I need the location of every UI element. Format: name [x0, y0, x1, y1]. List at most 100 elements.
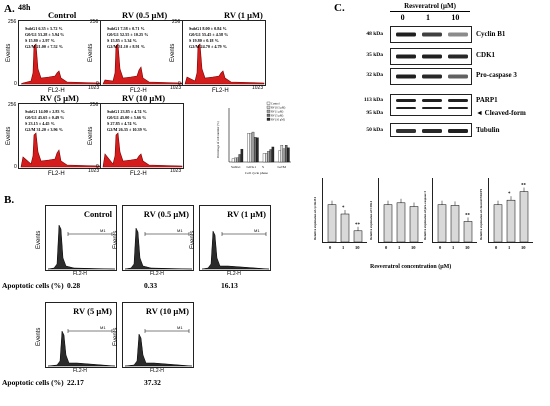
stat-line: G0/G1 52.55 ± 10.25 % — [107, 32, 149, 37]
y-axis-label: Events — [113, 230, 119, 249]
stat-line: G0/G1 45.65 ± 0.49 % — [25, 115, 65, 120]
histogram-stats: SubG1 7.58 ± 0.71 % G0/G1 52.55 ± 10.25 %… — [107, 26, 148, 50]
histogram-stats: SubG1 23.85 ± 4.74 % G0/G1 45.00 ± 5.66 %… — [107, 109, 147, 133]
stat-line: SubG1 8.00 ± 0.84 % — [189, 26, 227, 31]
blot-band — [448, 32, 468, 37]
significance-mark: * — [508, 192, 511, 197]
histogram-title: RV (0.5 μM) — [122, 10, 168, 20]
summary-bar — [236, 157, 239, 163]
summary-x-label: Cell cycle phase — [245, 171, 268, 175]
quant-x-tick: 10 — [521, 245, 526, 250]
y-axis-label: Events — [88, 126, 94, 145]
y-max-tick: 256 — [90, 102, 99, 108]
treatment-line — [390, 11, 470, 12]
x-max-tick: 1023 — [252, 85, 264, 91]
apoptosis-peak — [124, 333, 193, 367]
apoptosis-plot: M1 — [124, 227, 193, 270]
quant-chart: ** — [432, 178, 477, 243]
blot-strip — [390, 26, 472, 43]
histogram-area — [20, 132, 101, 168]
summary-y-label: Percentage of cell number (%) — [216, 121, 220, 158]
histogram-title: RV (5 μM) — [73, 306, 112, 316]
quant-svg: *** — [493, 184, 529, 243]
blot-kda: 50 kDa — [366, 127, 383, 133]
histogram-title: RV (1 μM) — [227, 209, 266, 219]
quant-bar — [340, 213, 350, 243]
y-min-tick: 0 — [14, 164, 17, 170]
summary-bar — [249, 133, 253, 163]
m1-label: M1 — [177, 228, 183, 233]
blot-protein-label: Pro-caspase 3 — [476, 71, 517, 79]
stat-line: G2/M 24.70 ± 4.79 % — [189, 44, 227, 49]
quant-bar — [327, 204, 337, 243]
stat-line: S 23.15 ± 4.45 % — [25, 121, 55, 126]
apoptosis-peak — [47, 224, 116, 270]
quant-x-tick: 0 — [495, 245, 498, 250]
blot-protein-label: CDK1 — [476, 51, 496, 59]
blot-protein-label: Tubulin — [476, 126, 500, 134]
blot-strip — [390, 68, 472, 85]
blot-svg — [396, 129, 468, 133]
x-axis-label: FL2-H — [48, 88, 65, 94]
stat-line: S 27.85 ± 4.74 % — [107, 121, 137, 126]
m1-label: M1 — [100, 325, 106, 330]
significance-mark: * — [342, 206, 345, 211]
histogram-stats: SubG1 6.35 ± 5.72 % G0/G1 53.28 ± 5.94 % S… — [25, 26, 64, 50]
blot-band — [422, 129, 442, 133]
quant-x-tick: 1 — [398, 245, 401, 250]
summary-bar — [265, 153, 268, 163]
blot-band — [448, 74, 468, 79]
blot-kda: 48 kDa — [366, 31, 383, 37]
m1-label: M1 — [100, 228, 106, 233]
legend-swatch — [266, 105, 271, 109]
y-max-tick: 256 — [8, 102, 17, 108]
stat-line: SubG1 23.85 ± 4.74 % — [107, 109, 147, 114]
blot-strip — [390, 123, 472, 137]
apoptosis-peak — [124, 227, 193, 270]
apoptotic-value: 22.17 — [67, 378, 84, 387]
blot-band — [422, 54, 442, 59]
significance-mark: ** — [521, 184, 527, 189]
blot-kda: 35 kDa — [366, 52, 383, 58]
stat-line: SubG1 14.00 ± 2.83 % — [25, 109, 65, 114]
dose-1: 1 — [425, 13, 430, 22]
quant-bar — [463, 221, 473, 243]
treatment-label: Resveratrol (μM) — [404, 2, 456, 10]
blot-band — [396, 99, 416, 102]
quant-svg — [383, 198, 419, 243]
summary-chart-svg: SubG1 G0/G1 S G2/M Percentage of cell number… — [216, 101, 291, 175]
blot-band — [422, 74, 442, 79]
apoptotic-value: 0.28 — [67, 281, 81, 290]
summary-bar — [240, 148, 244, 163]
apoptosis-plot: M1 — [201, 228, 270, 270]
summary-bar — [262, 153, 266, 163]
x-max-tick: 1023 — [88, 85, 100, 91]
stat-line: G0/G1 53.28 ± 5.94 % — [25, 32, 65, 37]
x-axis-label: FL2-H — [73, 368, 87, 374]
histogram-title: RV (0.5 μM) — [143, 209, 189, 219]
significance-mark: ** — [465, 213, 471, 218]
x-max-tick: 1023 — [88, 168, 100, 174]
blot-band — [396, 32, 416, 37]
legend-entry: RV (10 μM) — [271, 118, 285, 121]
summary-bar — [280, 145, 284, 163]
histogram-plot — [184, 43, 265, 85]
quant-x-tick: 1 — [342, 245, 345, 250]
quant-chart — [378, 178, 423, 243]
histogram-title: Control — [83, 209, 112, 219]
quant-svg: *** — [327, 200, 363, 243]
quant-y-label: Relative expression of cyclin B1 — [313, 197, 317, 240]
quant-bar — [409, 206, 419, 243]
quant-chart: * ** — [322, 178, 367, 243]
quant-bar — [383, 204, 393, 243]
summary-bar — [269, 149, 272, 163]
quant-bar — [396, 202, 406, 243]
histogram-title: RV (5 μM) — [40, 93, 79, 103]
blot-svg — [396, 54, 468, 59]
blot-band — [396, 54, 416, 59]
panel-c-letter: C. — [334, 2, 345, 14]
legend-swatch — [266, 109, 271, 113]
quant-x-tick: 1 — [508, 245, 511, 250]
cell-cycle-histogram: SubG1 6.35 ± 5.72 % G0/G1 53.28 ± 5.94 % S… — [18, 20, 102, 86]
legend-swatch — [266, 113, 271, 117]
